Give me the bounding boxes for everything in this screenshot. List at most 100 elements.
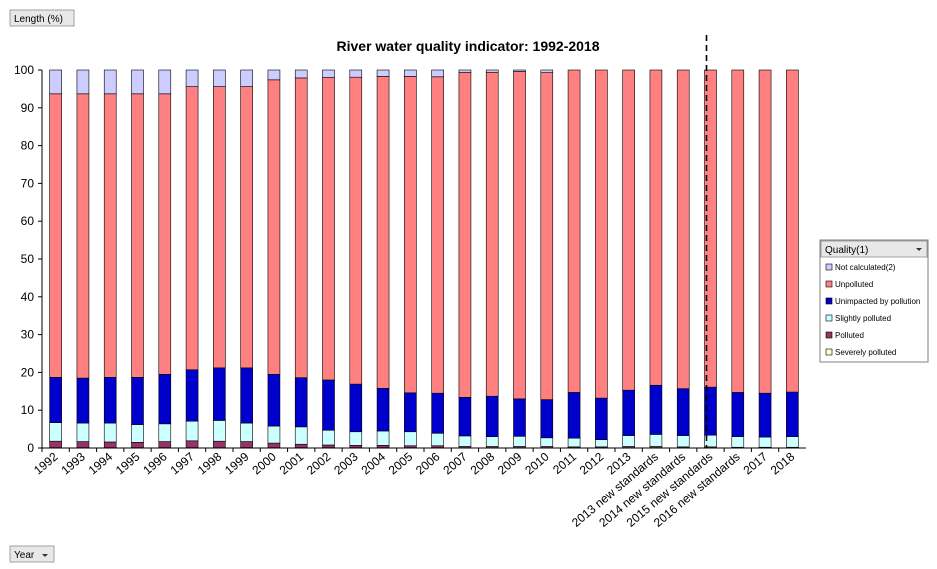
bar-segment: [650, 385, 662, 434]
bar-segment: [132, 94, 144, 378]
bar-segment: [132, 425, 144, 443]
y-tick-label: 60: [21, 214, 35, 228]
bar-segment: [268, 80, 280, 374]
bar-segment: [323, 445, 335, 448]
bar-segment: [541, 400, 553, 438]
bar-segment: [432, 70, 444, 77]
bar-segment: [159, 94, 171, 374]
legend-label: Polluted: [835, 331, 864, 340]
bar-segment: [104, 442, 116, 448]
bar-segment: [623, 436, 635, 447]
x-tick-label: 1993: [58, 449, 88, 477]
x-tick-label: 2004: [359, 449, 389, 477]
legend-swatch: [826, 332, 832, 338]
bar-segment: [377, 388, 389, 431]
x-tick-label: 2003: [331, 449, 361, 477]
bar-segment: [759, 437, 771, 447]
bar-segment: [432, 393, 444, 433]
bar-segment: [404, 393, 416, 432]
bar-segment: [377, 76, 389, 388]
bar-segment: [486, 437, 498, 447]
bar-segment: [486, 70, 498, 72]
bar-segment: [759, 70, 771, 393]
bar-segment: [323, 430, 335, 445]
legend-label: Slightly polluted: [835, 314, 891, 323]
legend-label: Not calculated(2): [835, 263, 896, 272]
x-tick-label: 2011: [550, 449, 579, 477]
y-tick-label: 80: [21, 139, 35, 153]
y-tick-label: 70: [21, 176, 35, 190]
x-tick-label: 1992: [31, 449, 61, 477]
bar-segment: [186, 370, 198, 421]
bar-segment: [186, 87, 198, 370]
bar-segment: [268, 374, 280, 426]
bar-segment: [541, 73, 553, 400]
bar-segment: [677, 436, 689, 447]
x-tick-label: 2000: [249, 449, 279, 477]
bar-segment: [350, 70, 362, 77]
bar-segment: [268, 443, 280, 448]
bar-segment: [350, 77, 362, 384]
bar-segment: [404, 76, 416, 392]
bar-segment: [241, 423, 253, 442]
legend-label: Unimpacted by pollution: [835, 297, 920, 306]
x-tick-label: 2001: [277, 449, 307, 477]
bar-segment: [732, 70, 744, 392]
bar-segment: [459, 397, 471, 436]
bar-segment: [432, 77, 444, 393]
x-tick-label: 2018: [768, 449, 798, 477]
bar-segment: [132, 442, 144, 447]
legend-swatch: [826, 264, 832, 270]
bar-segment: [541, 438, 553, 447]
bar-segment: [595, 440, 607, 447]
y-tick-label: 90: [21, 101, 35, 115]
bar-segment: [132, 377, 144, 424]
bar-segment: [459, 72, 471, 397]
bar-segment: [786, 70, 798, 392]
x-tick-label: 1995: [113, 449, 143, 477]
y-tick-label: 20: [21, 365, 35, 379]
bar-segment: [104, 377, 116, 423]
x-tick-label: 1996: [140, 449, 170, 477]
bar-segment: [104, 94, 116, 378]
bar-segment: [132, 70, 144, 94]
bar-segment: [377, 70, 389, 76]
legend-swatch: [826, 281, 832, 287]
x-tick-label: 2017: [741, 449, 771, 477]
bar-segment: [241, 442, 253, 448]
bar-segment: [786, 392, 798, 437]
legend-title: Quality(1): [825, 245, 868, 256]
bar-segment: [241, 87, 253, 368]
bar-segment: [350, 384, 362, 432]
bar-segment: [541, 70, 553, 73]
bar-segment: [350, 445, 362, 447]
x-tick-label: 2005: [386, 449, 416, 477]
bar-segment: [514, 399, 526, 436]
bar-segment: [323, 70, 335, 78]
bar-segment: [377, 445, 389, 447]
bar-segment: [241, 70, 253, 87]
x-tick-label: 2007: [440, 449, 470, 477]
bar-segment: [377, 431, 389, 445]
legend-swatch: [826, 298, 832, 304]
bar-segment: [514, 70, 526, 72]
y-tick-label: 50: [21, 252, 35, 266]
y-tick-label: 100: [14, 63, 34, 77]
x-tick-label: 1997: [168, 449, 198, 477]
legend-swatch: [826, 349, 832, 355]
bar-segment: [104, 423, 116, 442]
x-tick-label: 2010: [522, 449, 552, 477]
bar-segment: [241, 368, 253, 423]
bar-segment: [295, 378, 307, 427]
x-tick-label: 2002: [304, 449, 334, 477]
bar-segment: [323, 78, 335, 380]
bar-segment: [295, 427, 307, 444]
bar-segment: [623, 70, 635, 390]
bar-segment: [650, 434, 662, 446]
bar-segment: [213, 420, 225, 441]
bar-segment: [568, 392, 580, 438]
bar-segment: [50, 94, 62, 378]
bar-segment: [486, 72, 498, 396]
legend-swatch: [826, 315, 832, 321]
bar-segment: [159, 442, 171, 448]
